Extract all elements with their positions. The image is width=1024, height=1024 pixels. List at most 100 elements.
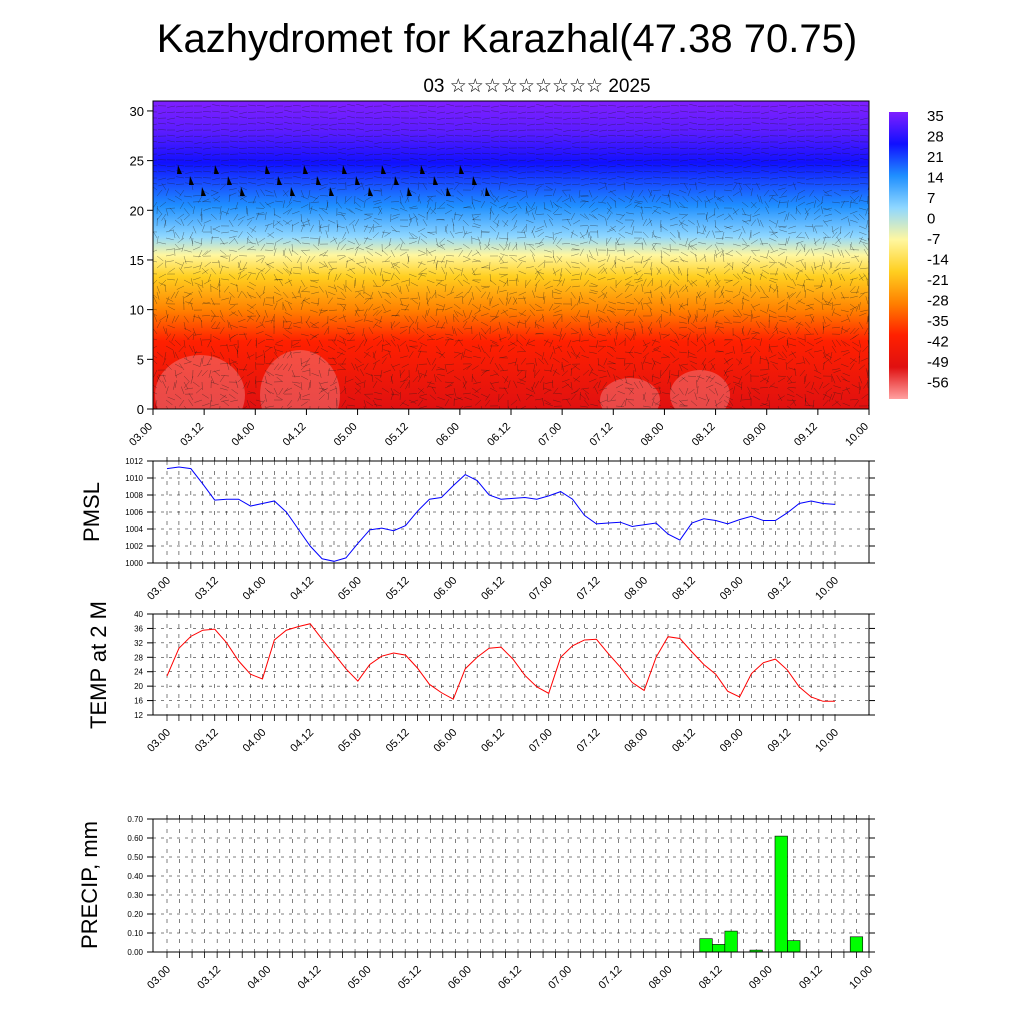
wind-barb [460, 267, 464, 276]
wind-barb [565, 261, 572, 269]
wind-barb [354, 303, 360, 311]
wind-barb [525, 315, 531, 323]
wind-barb [767, 362, 770, 371]
wind-barb [410, 297, 419, 300]
wind-barb [833, 391, 842, 395]
wind-barb [554, 297, 563, 299]
wind-barb [293, 153, 302, 156]
wind-barb [221, 384, 230, 389]
wind-barb [417, 327, 425, 334]
wind-barb [647, 279, 653, 287]
wind-barb [518, 165, 527, 168]
wind-barb [842, 351, 851, 356]
wind-barb [185, 301, 194, 305]
wind-barb [507, 342, 516, 347]
wind-barb [255, 354, 264, 359]
wind-barb [752, 171, 761, 174]
wind-barb [689, 355, 698, 359]
wind-barb [797, 201, 806, 207]
wind-barb [507, 333, 514, 341]
wind-barb [554, 133, 563, 137]
wind-barb [642, 375, 650, 382]
wind-barb [286, 405, 293, 409]
wind-barb [716, 152, 725, 155]
wind-barb [689, 170, 698, 173]
wind-barb [248, 391, 257, 395]
wind-barb [203, 141, 212, 144]
wind-barb [336, 351, 345, 355]
wind-barb [626, 165, 635, 167]
wind-barb [662, 141, 671, 144]
wind-barb [662, 171, 671, 174]
wind-barb [552, 357, 560, 363]
wind-barb [306, 315, 311, 324]
wind-barb [804, 231, 809, 240]
wind-barb [831, 249, 835, 258]
wind-barb [460, 351, 464, 360]
wind-barb [299, 290, 302, 299]
wind-barb [698, 177, 707, 180]
wind-barb [446, 291, 455, 296]
wind-barb [633, 238, 641, 245]
wind-barb [725, 369, 734, 373]
wind-barb [833, 385, 842, 389]
wind-barb [608, 141, 617, 144]
wind-barb [239, 135, 248, 139]
wind-barb [635, 279, 644, 284]
wind-barb [543, 387, 552, 391]
wind-barb [161, 183, 167, 191]
wind-barb [641, 206, 644, 215]
wind-barb [858, 236, 863, 245]
wind-barb [588, 291, 597, 294]
wind-barb [858, 275, 866, 281]
wind-barb [702, 363, 707, 372]
wind-barb [525, 338, 530, 347]
wind-barb [453, 267, 462, 271]
wind-barb [597, 259, 606, 263]
wind-barb [410, 207, 419, 210]
wind-barb [599, 399, 608, 404]
wind-barb [747, 386, 752, 395]
wind-barb [259, 399, 266, 407]
wind-barb [474, 387, 482, 394]
wind-barb [696, 231, 705, 235]
wind-barb [417, 261, 423, 269]
wind-barb [291, 381, 300, 384]
wind-barb [498, 290, 507, 293]
wind-barb [340, 243, 347, 251]
wind-barb [624, 327, 633, 331]
wind-flag [342, 165, 347, 174]
wind-barb [563, 152, 572, 155]
wind-barb [581, 135, 590, 138]
wind-barb [176, 105, 185, 108]
wind-barb [767, 303, 770, 312]
wind-barb [194, 351, 203, 354]
wind-barb [813, 238, 821, 245]
wind-barb [394, 243, 401, 251]
wind-barb [633, 297, 640, 304]
wind-barb [504, 375, 509, 384]
wind-barb [190, 375, 194, 384]
wind-barb [674, 339, 680, 347]
wind-barb [761, 165, 770, 168]
wind-barb [257, 152, 266, 155]
wind-barb [804, 212, 809, 221]
wind-barb [320, 387, 329, 393]
wind-barb [162, 326, 167, 335]
wind-barb [210, 236, 213, 245]
temperature-axis-label: TEMP at 2 M [86, 601, 111, 729]
wind-barb [399, 329, 407, 335]
wind-barb [384, 255, 392, 262]
wind-barb [806, 104, 815, 107]
wind-barb [444, 315, 448, 324]
wind-barb [509, 165, 518, 168]
x-tick-label: 03.00 [145, 964, 173, 992]
wind-barb [686, 297, 689, 306]
wind-barb [716, 128, 725, 131]
wind-barb [552, 279, 561, 282]
wind-barb [842, 159, 851, 162]
wind-barb [282, 267, 290, 274]
wind-barb [615, 280, 622, 287]
wind-barb [690, 400, 698, 407]
wind-barb [176, 153, 185, 155]
